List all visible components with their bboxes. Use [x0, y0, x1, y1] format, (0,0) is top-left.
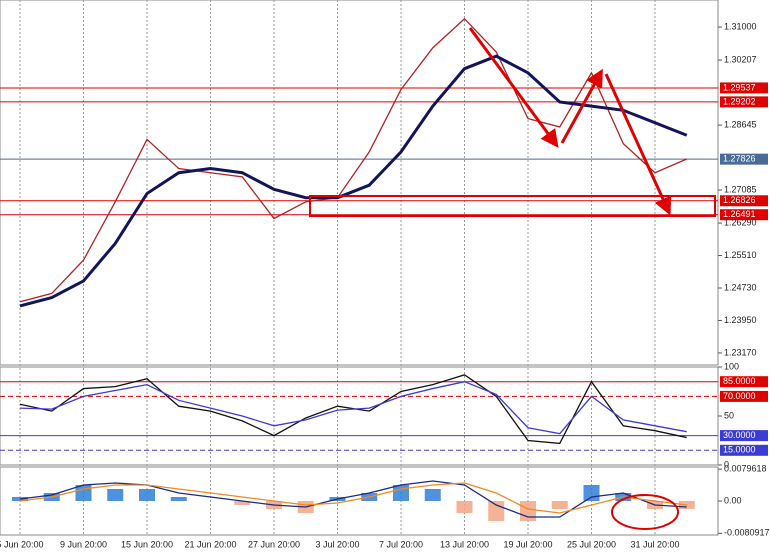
level-label: 30.0000 — [723, 430, 756, 440]
histogram-bar — [520, 501, 536, 521]
level-label-box — [720, 430, 768, 442]
highlight-ellipse — [611, 494, 679, 530]
y-tick-label: 0 — [724, 459, 729, 469]
histogram-bar — [488, 501, 505, 521]
y-tick-label: 0.0079618 — [724, 464, 767, 474]
y-tick-label: 1.27085 — [724, 184, 757, 194]
level-label-box — [720, 209, 768, 221]
x-tick-label: 21 Jun 20:00 — [184, 539, 236, 549]
level-label: 1.26826 — [723, 195, 756, 205]
x-tick-label: 3 Jul 20:00 — [315, 539, 359, 549]
level-label-box — [720, 153, 768, 165]
histogram-bar — [583, 485, 600, 501]
level-label: 85.0000 — [723, 376, 756, 386]
x-tick-label: 5 Jun 20:00 — [0, 539, 44, 549]
series-line — [19, 54, 688, 308]
x-tick-label: 31 Jul 20:00 — [630, 539, 679, 549]
level-label: 1.29537 — [723, 82, 756, 92]
x-tick-label: 9 Jun 20:00 — [60, 539, 107, 549]
level-label: 1.26491 — [723, 209, 756, 219]
x-tick-label: 27 Jun 20:00 — [248, 539, 300, 549]
histogram-bar — [424, 489, 441, 501]
level-label-box — [720, 82, 768, 94]
y-tick-label: 1.23170 — [724, 347, 757, 357]
histogram-bar — [139, 489, 155, 501]
level-label: 1.29202 — [723, 96, 756, 106]
level-label: 70.0000 — [723, 391, 756, 401]
x-tick-label: 15 Jun 20:00 — [121, 539, 173, 549]
y-tick-label: 1.23950 — [724, 315, 757, 325]
series-line — [19, 480, 687, 518]
histogram-bar — [107, 489, 124, 501]
y-tick-label: 1.30207 — [724, 54, 757, 64]
arrow — [604, 73, 672, 216]
x-tick-label: 19 Jul 20:00 — [503, 539, 552, 549]
histogram-bar — [170, 497, 187, 501]
y-tick-label: 50 — [724, 410, 734, 420]
level-label: 15.0000 — [723, 445, 756, 455]
x-tick-label: 7 Jul 20:00 — [379, 539, 423, 549]
x-tick-label: 13 Jul 20:00 — [440, 539, 489, 549]
series-line — [19, 381, 687, 435]
y-tick-label: 100 — [724, 361, 739, 371]
arrow — [560, 68, 603, 144]
series-line — [19, 17, 688, 303]
annotations — [309, 27, 716, 530]
y-tick-label: -0.0080917 — [724, 528, 770, 538]
y-tick-label: 1.31000 — [724, 21, 757, 31]
histogram-bar — [551, 501, 568, 509]
histogram-bar — [234, 501, 251, 505]
price-panel — [0, 0, 719, 366]
arrow — [468, 27, 559, 148]
level-label-box — [720, 376, 768, 388]
zone-box — [309, 195, 716, 217]
histogram-bar — [393, 485, 409, 501]
level-label-box — [720, 390, 768, 402]
level-label-box — [720, 96, 768, 108]
level-label-box — [720, 195, 768, 207]
x-tick-label: 25 Jul 20:00 — [567, 539, 616, 549]
level-label-box — [720, 444, 768, 456]
histogram-bar — [456, 501, 473, 513]
y-tick-label: 1.25510 — [724, 250, 757, 260]
series-line — [19, 482, 687, 514]
y-tick-label: 1.26290 — [724, 217, 757, 227]
y-tick-label: 1.24730 — [724, 282, 757, 292]
level-label: 1.27826 — [723, 154, 756, 164]
y-tick-label: 1.28645 — [724, 119, 757, 129]
y-tick-label: 0.00 — [724, 495, 742, 505]
